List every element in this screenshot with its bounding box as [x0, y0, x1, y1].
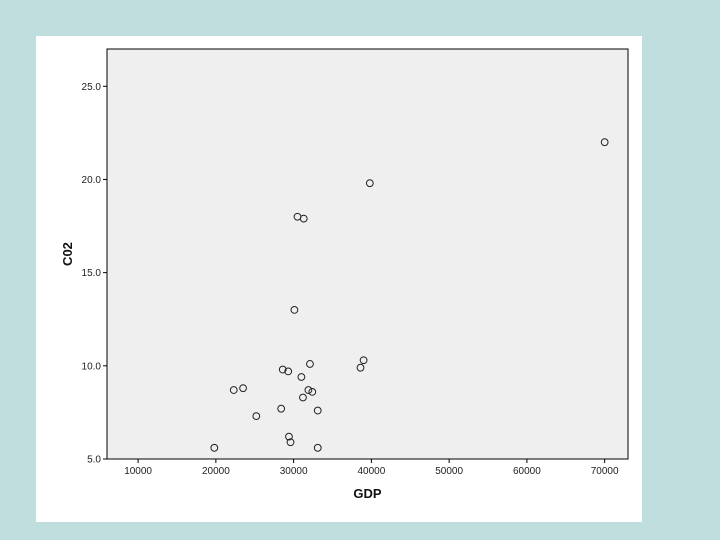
- x-tick-label: 50000: [435, 466, 463, 477]
- data-point: [239, 384, 247, 393]
- data-point: [299, 393, 307, 402]
- x-tick-label: 10000: [124, 466, 152, 477]
- y-tick-label: 15.0: [82, 268, 102, 279]
- data-point: [313, 443, 322, 452]
- data-point: [297, 373, 306, 381]
- x-tick-label: 70000: [591, 466, 619, 477]
- x-tick-label: 20000: [202, 466, 230, 477]
- y-axis-title: C02: [60, 242, 75, 266]
- y-tick-label: 20.0: [82, 175, 102, 186]
- data-point: [277, 404, 286, 413]
- chart-panel: 10000 20000 30000 40000 50000 60000 70000 5.0 1…: [36, 36, 642, 522]
- data-point: [306, 360, 314, 368]
- data-point: [286, 438, 295, 447]
- data-points: [210, 138, 609, 452]
- data-point: [252, 412, 261, 421]
- data-point: [290, 306, 299, 314]
- x-tick-label: 30000: [280, 466, 308, 477]
- y-axis: 5.0 10.0 15.0 20.0 25.0: [82, 82, 107, 466]
- x-tick-label: 60000: [513, 466, 541, 477]
- x-axis-title: GDP: [353, 486, 382, 501]
- x-tick-label: 40000: [357, 466, 385, 477]
- data-point: [278, 365, 287, 374]
- data-point: [356, 363, 365, 372]
- y-tick-label: 25.0: [82, 82, 102, 93]
- plot-area: [106, 48, 629, 460]
- scatter-chart: 10000 20000 30000 40000 50000 60000 70000 5.0 1…: [60, 48, 629, 501]
- data-point: [600, 138, 609, 147]
- data-point: [299, 214, 308, 223]
- data-point: [304, 386, 313, 394]
- data-point: [365, 179, 374, 188]
- x-axis: 10000 20000 30000 40000 50000 60000 70000: [124, 459, 619, 477]
- data-point: [284, 367, 293, 376]
- y-tick-label: 10.0: [82, 361, 102, 372]
- data-point: [210, 443, 219, 452]
- data-point: [308, 388, 317, 396]
- data-point: [285, 432, 293, 441]
- y-tick-label: 5.0: [87, 455, 101, 466]
- data-point: [313, 406, 322, 415]
- data-point: [229, 386, 238, 394]
- data-point: [359, 356, 368, 365]
